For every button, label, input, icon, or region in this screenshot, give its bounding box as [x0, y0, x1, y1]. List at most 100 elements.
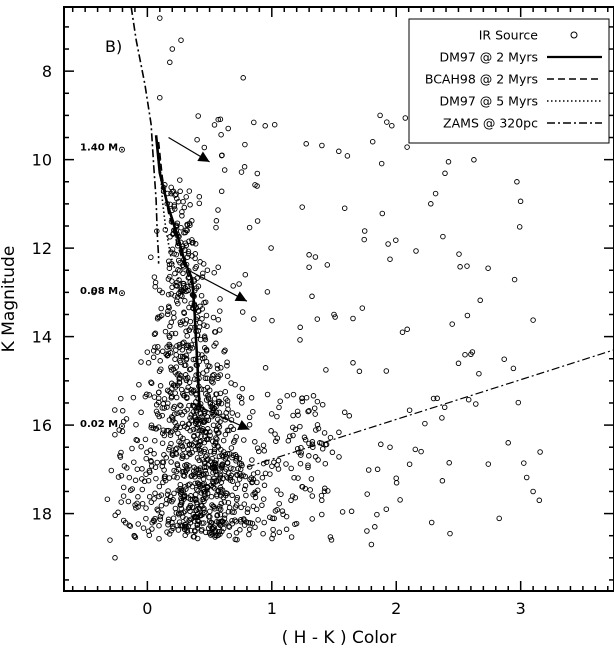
ir-source-point: [116, 427, 122, 433]
ir-source-point: [115, 509, 121, 516]
ir-source-point: [153, 475, 159, 482]
reddening-vectors: [168, 136, 250, 431]
ir-source-point: [393, 237, 399, 243]
ir-source-point: [215, 116, 221, 123]
ir-source-point: [162, 328, 169, 335]
ir-source-point: [131, 459, 137, 465]
ir-source-point: [271, 515, 277, 522]
ir-source-point: [158, 312, 165, 319]
ir-source-point: [336, 148, 342, 155]
ir-source-point: [172, 293, 178, 299]
ir-source-point: [264, 391, 271, 398]
ir-source-point: [174, 445, 180, 452]
ir-source-point: [212, 468, 219, 475]
ir-source-point: [211, 396, 218, 402]
ir-source-point: [151, 496, 157, 502]
ir-source-point: [233, 502, 240, 508]
series-line: [130, 6, 160, 264]
ir-source-point: [219, 152, 225, 158]
ir-source-point: [158, 502, 165, 509]
ir-source-point: [309, 293, 315, 300]
ir-source-point: [212, 329, 218, 335]
ir-source-point: [321, 488, 328, 495]
ir-source-point: [514, 179, 520, 185]
ir-source-point: [254, 445, 261, 451]
legend-marker: [570, 31, 578, 39]
ir-source-point: [213, 224, 219, 231]
ir-source-point: [268, 411, 275, 417]
ir-source-point: [118, 472, 125, 479]
ir-source-point: [178, 37, 184, 43]
ir-source-point: [222, 347, 228, 354]
y-tick-label: 10: [32, 151, 52, 170]
ir-source-point: [200, 496, 207, 502]
ir-source-point: [413, 248, 419, 254]
ir-source-point: [204, 323, 210, 329]
ir-source-point: [217, 390, 224, 397]
x-axis-label: ( H - K ) Color: [282, 628, 397, 648]
series-line: [159, 159, 186, 293]
ir-source-point: [120, 493, 127, 499]
ir-source-point: [172, 270, 178, 277]
ir-source-point: [274, 487, 280, 493]
ir-source-point: [275, 466, 282, 472]
ir-source-point: [254, 183, 260, 189]
ir-source-point: [214, 443, 221, 449]
ir-source-point: [229, 492, 235, 499]
ir-source-point: [136, 381, 142, 388]
ir-source-point: [242, 271, 249, 278]
ir-source-point: [240, 75, 246, 81]
ir-source-point: [143, 471, 149, 477]
ir-source-point: [274, 506, 280, 513]
ir-source-point: [207, 448, 214, 455]
ir-source-point: [204, 457, 211, 463]
ir-source-point: [188, 516, 195, 522]
ir-source-point: [189, 483, 196, 490]
ir-source-point: [241, 501, 248, 507]
ir-source-point: [145, 360, 152, 366]
ir-source-point: [303, 141, 309, 147]
y-tick-label: 16: [32, 416, 52, 435]
ir-source-point: [277, 398, 283, 404]
ir-source-point: [167, 59, 173, 66]
ir-source-point: [221, 167, 228, 173]
ir-source-point: [471, 157, 477, 163]
ir-source-point: [292, 494, 299, 501]
ir-source-point: [206, 387, 213, 393]
y-tick-label: 8: [42, 62, 52, 81]
ir-source-point: [158, 492, 165, 498]
ir-source-point: [156, 287, 163, 294]
ir-source-point: [179, 209, 185, 215]
ir-source-point: [168, 393, 175, 400]
ir-source-point: [152, 515, 158, 522]
ir-source-point: [213, 340, 219, 347]
ir-source-point: [183, 242, 190, 249]
ir-source-point: [319, 511, 325, 518]
ir-source-point: [204, 375, 211, 381]
ir-source-point: [152, 490, 158, 497]
ir-source-point: [123, 416, 130, 422]
ir-source-point: [181, 362, 188, 368]
ir-source-point: [306, 252, 312, 258]
ir-source-point: [237, 471, 243, 477]
ir-source-point: [140, 525, 147, 531]
ir-source-point: [198, 490, 205, 496]
ir-source-point: [383, 368, 390, 374]
ir-source-point: [186, 366, 193, 373]
ir-source-point: [251, 119, 257, 126]
ir-source-point: [246, 531, 252, 538]
ir-source-point: [185, 251, 192, 257]
ir-source-point: [148, 458, 154, 464]
ir-source-point: [246, 422, 253, 428]
ir-source-point: [440, 233, 446, 240]
ir-source-point: [264, 289, 271, 295]
ir-source-point: [198, 433, 204, 439]
ir-source-point: [230, 466, 237, 472]
ir-source-point: [271, 121, 278, 128]
ir-source-point: [432, 190, 439, 197]
ir-source-point: [189, 441, 195, 447]
ir-source-point: [194, 486, 200, 493]
ir-source-point: [201, 322, 207, 328]
ir-source-point: [170, 366, 177, 372]
ir-source-point: [218, 500, 225, 507]
